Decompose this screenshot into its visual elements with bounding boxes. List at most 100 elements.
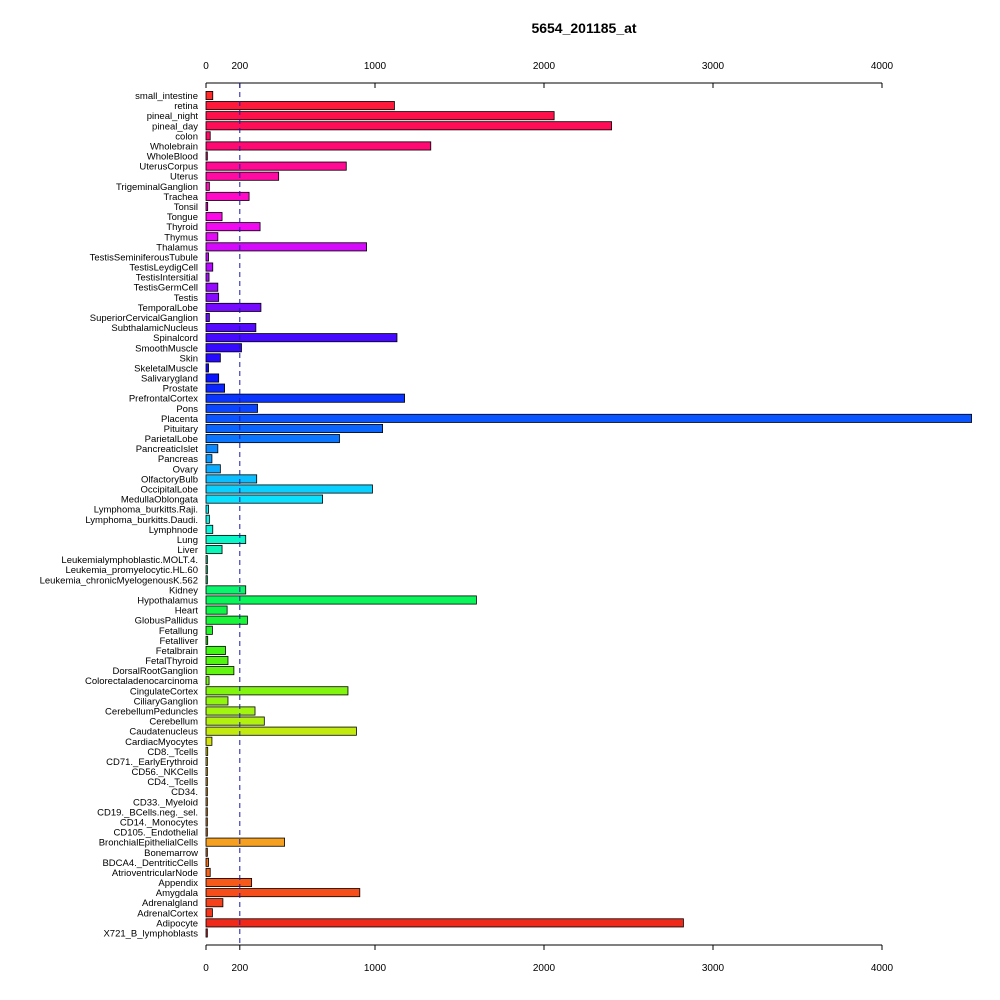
bar	[205, 272, 210, 282]
bar	[205, 867, 211, 877]
category-label: Bonemarrow	[144, 848, 198, 859]
bar	[205, 403, 258, 413]
bar	[205, 686, 349, 696]
category-label: AtrioventricularNode	[112, 868, 198, 879]
bar	[205, 201, 209, 211]
category-label: SubthalamicNucleus	[111, 323, 198, 334]
category-label: Hypothalamus	[137, 596, 198, 607]
category-label: WholeBlood	[147, 152, 198, 163]
category-label: CD14._Monocytes	[120, 817, 198, 828]
bar	[205, 121, 613, 131]
category-label: X721_B_lymphoblasts	[103, 928, 198, 939]
bar	[205, 444, 219, 454]
bar	[205, 232, 219, 242]
category-label: Prostate	[163, 384, 198, 395]
category-label: FetalThyroid	[145, 656, 198, 667]
category-label: pineal_day	[152, 121, 198, 132]
category-label: Colorectaladenocarcinoma	[85, 676, 199, 687]
category-label: Pancreas	[158, 454, 198, 465]
bar	[205, 565, 208, 575]
bar	[205, 928, 208, 938]
category-label: Fetalliver	[159, 636, 198, 647]
bar	[205, 191, 250, 201]
category-label: CD33._Myeloid	[133, 797, 198, 808]
bar	[205, 302, 262, 312]
bar	[205, 454, 213, 464]
category-label: Amygdala	[156, 888, 199, 899]
bar	[205, 323, 257, 333]
bar	[205, 746, 209, 756]
category-label: PrefrontalCortex	[129, 394, 198, 405]
bar	[205, 918, 684, 928]
bar	[205, 494, 324, 504]
bar	[205, 413, 972, 423]
category-label: Testis	[174, 293, 199, 304]
category-label: TemporalLobe	[138, 303, 198, 314]
category-label: Tongue	[167, 212, 198, 223]
x-tick-label: 200	[231, 61, 248, 72]
category-label: Skin	[180, 353, 198, 364]
bar	[205, 605, 228, 615]
bar	[205, 373, 220, 383]
bar	[205, 363, 209, 373]
category-label: Pituitary	[164, 424, 199, 435]
bar	[205, 504, 209, 514]
bar	[205, 514, 210, 524]
x-tick-label: 2000	[533, 61, 556, 72]
category-label: SmoothMuscle	[135, 343, 198, 354]
category-label: Cerebellum	[149, 717, 198, 728]
bar	[205, 837, 285, 847]
category-label: Leukemia_promyelocytic.HL.60	[65, 565, 198, 576]
category-label: BDCA4._DentriticCells	[102, 858, 198, 869]
bar	[205, 181, 210, 191]
category-label: OccipitalLobe	[140, 485, 198, 496]
category-label: Caudatenucleus	[129, 727, 198, 738]
bar	[205, 464, 221, 474]
category-label: ParietalLobe	[145, 434, 198, 445]
category-label: Spinalcord	[153, 333, 198, 344]
category-label: CardiacMyocytes	[125, 737, 198, 748]
category-label: Trachea	[164, 192, 199, 203]
bar	[205, 656, 229, 666]
bar	[205, 534, 247, 544]
category-label: Ovary	[173, 464, 199, 475]
bar	[205, 777, 208, 787]
x-tick-label: 4000	[871, 963, 894, 974]
bar	[205, 787, 208, 797]
category-label: CD105._Endothelial	[113, 828, 198, 839]
x-tick-label: 4000	[871, 61, 894, 72]
chart-title: 5654_201185_at	[531, 20, 637, 36]
bar	[205, 756, 208, 766]
category-label: Lymphoma_burkitts.Raji.	[94, 505, 198, 516]
x-tick-label: 1000	[364, 61, 387, 72]
bar	[205, 797, 208, 807]
category-label: CD56._NKCells	[131, 767, 198, 778]
bar	[205, 484, 373, 494]
bar	[205, 635, 209, 645]
x-tick-label: 3000	[702, 963, 725, 974]
category-label: DorsalRootGanglion	[112, 666, 198, 677]
bar	[205, 827, 208, 837]
bar	[205, 101, 395, 111]
category-label: CerebellumPeduncles	[105, 706, 198, 717]
category-label: Lymphoma_burkitts.Daudi.	[85, 515, 198, 526]
category-label: CD8._Tcells	[147, 747, 198, 758]
bar	[205, 343, 242, 353]
category-label: Adipocyte	[156, 918, 198, 929]
bar	[205, 242, 367, 252]
category-label: Lymphnode	[149, 525, 198, 536]
category-label: Wholebrain	[150, 141, 198, 152]
bar	[205, 262, 214, 272]
x-tick-label: 0	[203, 963, 209, 974]
bar	[205, 151, 208, 161]
bar	[205, 817, 208, 827]
category-label: Uterus	[170, 172, 198, 183]
category-label: AdrenalCortex	[137, 908, 198, 919]
bar	[205, 383, 225, 393]
category-label: Lung	[177, 535, 198, 546]
category-label: TestisIntersitial	[136, 273, 198, 284]
category-label: pineal_night	[147, 111, 199, 122]
bar	[205, 898, 224, 908]
bar	[205, 333, 398, 343]
category-label: Leukemia_chronicMyelogenousK.562	[40, 575, 198, 586]
